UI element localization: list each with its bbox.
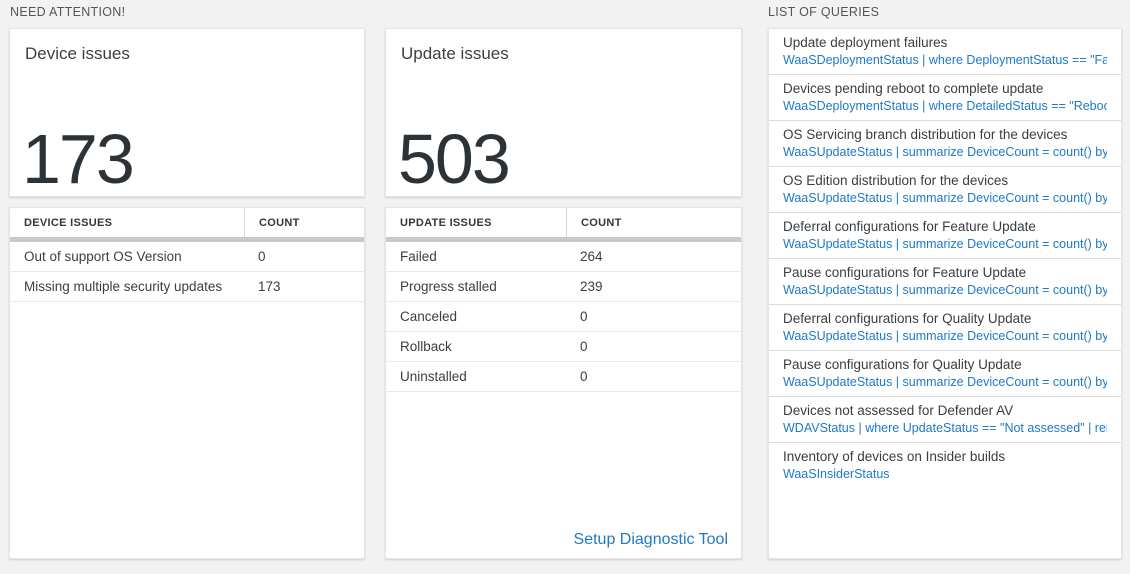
device-issues-title: Device issues [25,44,130,63]
query-list-item[interactable]: Deferral configurations for Quality Upda… [769,305,1121,351]
query-code-text: WaaSUpdateStatus | summarize DeviceCount… [783,237,1107,251]
query-list-item[interactable]: Devices not assessed for Defender AV WDA… [769,397,1121,443]
query-list-item[interactable]: Pause configurations for Feature Update … [769,259,1121,305]
issue-count: 0 [580,369,588,384]
device-issues-table-header: DEVICE ISSUES COUNT [10,208,364,237]
update-issues-count-col-header: COUNT [566,208,741,237]
device-issues-rows: Out of support OS Version 0 Missing mult… [10,242,364,302]
device-issues-count-col-header: COUNT [244,208,364,237]
device-issues-col-header: DEVICE ISSUES [24,216,113,229]
issue-count: 0 [580,339,588,354]
query-title: Inventory of devices on Insider builds [783,449,1006,464]
table-row[interactable]: Failed 264 [386,242,741,272]
query-list-item[interactable]: Deferral configurations for Feature Upda… [769,213,1121,259]
list-of-queries-section-title: LIST OF QUERIES [768,5,880,19]
query-code-text: WaaSUpdateStatus | summarize DeviceCount… [783,191,1107,205]
query-title: Pause configurations for Quality Update [783,357,1022,372]
issue-count: 173 [258,279,281,294]
update-issues-rows: Failed 264 Progress stalled 239 Canceled… [386,242,741,392]
issue-label: Canceled [400,309,458,324]
table-row[interactable]: Canceled 0 [386,302,741,332]
query-list-item[interactable]: OS Servicing branch distribution for the… [769,121,1121,167]
device-issues-table-tile: DEVICE ISSUES COUNT Out of support OS Ve… [9,207,365,559]
query-title: Devices not assessed for Defender AV [783,403,1014,418]
update-issues-title: Update issues [401,44,509,63]
issue-label: Failed [400,249,437,264]
query-code-text: WaaSDeploymentStatus | where DeploymentS… [783,53,1107,67]
table-row[interactable]: Uninstalled 0 [386,362,741,392]
table-row[interactable]: Missing multiple security updates 173 [10,272,364,302]
query-code-text: WaaSUpdateStatus | summarize DeviceCount… [783,283,1107,297]
device-issues-total: 173 [22,120,135,198]
issue-label: Progress stalled [400,279,497,294]
query-code-text: WDAVStatus | where UpdateStatus == "Not … [783,421,1107,435]
table-row[interactable]: Rollback 0 [386,332,741,362]
query-code-text: WaaSDeploymentStatus | where DetailedSta… [783,99,1107,113]
table-row[interactable]: Progress stalled 239 [386,272,741,302]
query-list-item[interactable]: Inventory of devices on Insider builds W… [769,443,1121,488]
issue-label: Missing multiple security updates [24,279,223,294]
table-header-divider-bar [386,237,741,242]
query-code-text: WaaSUpdateStatus | summarize DeviceCount… [783,329,1107,343]
query-code-text: WaaSInsiderStatus [783,467,890,481]
update-issues-total: 503 [398,120,511,198]
issue-count: 264 [580,249,603,264]
table-row[interactable]: Out of support OS Version 0 [10,242,364,272]
update-issues-col-header: UPDATE ISSUES [400,216,492,229]
query-list-item[interactable]: Pause configurations for Quality Update … [769,351,1121,397]
query-list-item[interactable]: Update deployment failures WaaSDeploymen… [769,29,1121,75]
query-title: OS Edition distribution for the devices [783,173,1009,188]
setup-diagnostic-tool-link[interactable]: Setup Diagnostic Tool [573,531,728,548]
query-title: Deferral configurations for Feature Upda… [783,219,1036,234]
issue-label: Rollback [400,339,452,354]
update-issues-table-header: UPDATE ISSUES COUNT [386,208,741,237]
issue-label: Out of support OS Version [24,249,182,264]
issue-count: 239 [580,279,603,294]
need-attention-section-title: NEED ATTENTION! [10,5,126,19]
table-header-divider-bar [10,237,364,242]
issue-count: 0 [580,309,588,324]
query-list-item[interactable]: OS Edition distribution for the devices … [769,167,1121,213]
query-list-item[interactable]: Devices pending reboot to complete updat… [769,75,1121,121]
query-title: Devices pending reboot to complete updat… [783,81,1044,96]
query-title: OS Servicing branch distribution for the… [783,127,1068,142]
list-of-queries-tile: Update deployment failures WaaSDeploymen… [768,28,1122,559]
query-title: Update deployment failures [783,35,948,50]
query-code-text: WaaSUpdateStatus | summarize DeviceCount… [783,145,1107,159]
query-title: Deferral configurations for Quality Upda… [783,311,1032,326]
update-issues-summary-tile[interactable]: Update issues 503 [385,28,742,197]
query-code-text: WaaSUpdateStatus | summarize DeviceCount… [783,375,1107,389]
issue-label: Uninstalled [400,369,467,384]
device-issues-summary-tile[interactable]: Device issues 173 [9,28,365,197]
issue-count: 0 [258,249,266,264]
query-title: Pause configurations for Feature Update [783,265,1027,280]
update-issues-table-tile: UPDATE ISSUES COUNT Failed 264 Progress … [385,207,742,559]
